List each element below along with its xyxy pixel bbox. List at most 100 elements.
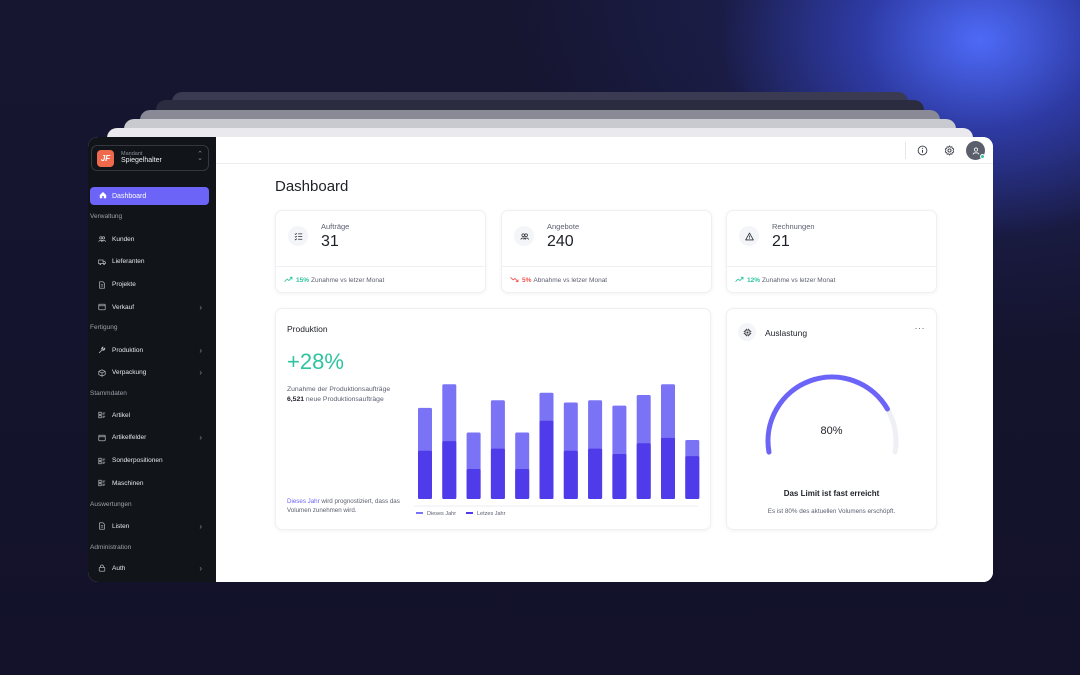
stat-trend: 15% Zunahme vs letzer Monat (284, 276, 384, 285)
bar-last-year (539, 420, 554, 499)
sidebar-item-artikel[interactable]: Artikel (98, 408, 202, 422)
bar-last-year (612, 453, 627, 499)
bar-last-year (636, 443, 651, 499)
stat-trend: 12% Zunahme vs letzer Monat (735, 276, 835, 285)
production-title: Produktion (287, 324, 328, 334)
sidebar-item-label: Verpackung (112, 369, 147, 377)
warning-icon (739, 226, 759, 246)
production-bar-chart: Dieses Jahr Letzes Jahr (414, 384, 700, 517)
lock-icon (98, 564, 106, 572)
chevron-right-icon: › (199, 368, 202, 378)
sidebar-item-artikelfelder[interactable]: Artikelfelder › (98, 431, 202, 445)
sidebar-item-verkauf[interactable]: Verkauf › (98, 300, 202, 314)
stat-card-aufträge: Aufträge 31 15% Zunahme vs letzer Monat (275, 210, 486, 293)
production-percentage: +28% (287, 349, 344, 374)
home-icon (99, 191, 107, 201)
tenant-label: Mandant (121, 150, 143, 157)
more-options-icon[interactable]: ··· (914, 323, 925, 333)
utilization-card: Auslastung ··· 80% Das Limit ist fast er… (726, 308, 937, 530)
stat-card-angebote: Angebote 240 5% Abnahme vs letzer Monat (501, 210, 712, 293)
trend-percentage: 12% (747, 277, 761, 284)
chevron-right-icon: › (199, 563, 202, 573)
truck-icon (98, 258, 106, 266)
bar-last-year (466, 468, 481, 499)
trend-percentage: 5% (522, 277, 532, 284)
sidebar-item-auth[interactable]: Auth › (98, 561, 202, 575)
cpu-icon (738, 323, 756, 341)
online-status-dot (980, 154, 985, 159)
divider (276, 266, 485, 267)
sidebar-section-title: Fertigung (90, 324, 118, 331)
sidebar-item-kunden[interactable]: Kunden (98, 232, 202, 246)
sidebar-item-listen[interactable]: Listen › (98, 519, 202, 533)
gear-icon[interactable] (943, 144, 955, 156)
sidebar-item-label: Kunden (112, 235, 135, 243)
trend-text: Abnahme vs letzer Monat (533, 277, 608, 284)
topbar (216, 137, 993, 164)
sidebar-section-title: Administration (90, 544, 132, 551)
sidebar-item-label: Projekte (112, 281, 136, 289)
window-icon (98, 434, 106, 442)
gauge-value: 80% (820, 425, 843, 437)
divider (502, 266, 711, 267)
sidebar-item-produktion[interactable]: Produktion › (98, 343, 202, 357)
stat-label: Angebote (547, 222, 580, 231)
document-icon (98, 522, 106, 530)
trend-text: Zunahme vs letzer Monat (311, 277, 385, 284)
sidebar-section-title: Auswertungen (90, 501, 132, 508)
tenant-logo: JF (97, 149, 114, 167)
sidebar-item-verpackung[interactable]: Verpackung › (98, 366, 202, 380)
tenant-name: Spiegelhalter (121, 157, 162, 165)
sidebar-item-label: Listen (112, 522, 130, 530)
sidebar-item-label: Lieferanten (112, 258, 145, 266)
trend-up-icon (284, 276, 293, 285)
stat-label: Rechnungen (772, 222, 815, 231)
chevron-right-icon: › (199, 345, 202, 355)
chevron-right-icon: › (199, 521, 202, 531)
stat-value: 240 (547, 233, 574, 250)
tenant-switcher[interactable]: JF Mandant Spiegelhalter ⌃ ⌄ (91, 145, 209, 171)
chevron-right-icon: › (199, 433, 202, 443)
bar-last-year (490, 448, 505, 499)
grid-list-icon (98, 411, 106, 419)
window-icon (98, 303, 106, 311)
sidebar-item-dashboard[interactable]: Dashboard (90, 187, 209, 205)
sidebar-item-maschinen[interactable]: Maschinen (98, 476, 202, 490)
wrench-icon (98, 346, 106, 354)
production-card: Produktion +28% Zunahme der Produktionsa… (275, 308, 711, 530)
sidebar-item-lieferanten[interactable]: Lieferanten (98, 255, 202, 269)
box-icon (98, 369, 106, 377)
sidebar-item-label: Sonderpositionen (112, 457, 163, 465)
utilization-title: Auslastung (765, 328, 808, 338)
stat-value: 21 (772, 233, 790, 250)
info-icon[interactable] (916, 144, 928, 156)
divider (905, 142, 906, 159)
chevron-updown-icon: ⌃ ⌄ (197, 151, 203, 163)
grid-list-icon (98, 479, 106, 487)
utilization-headline: Das Limit ist fast erreicht (783, 489, 880, 498)
sidebar-item-label: Maschinen (112, 479, 144, 487)
utilization-subtext: Es ist 80% des aktuellen Volumens erschö… (767, 508, 896, 515)
grid-list-icon (98, 457, 106, 465)
sidebar-item-label: Artikel (112, 411, 131, 419)
utilization-gauge (765, 374, 899, 455)
stat-label: Aufträge (321, 222, 350, 231)
stat-value: 31 (321, 233, 339, 250)
legend-label: Dieses Jahr (427, 511, 456, 517)
gauge-track (765, 374, 899, 455)
sidebar-item-projekte[interactable]: Projekte (98, 278, 202, 292)
gauge-fill (765, 374, 890, 455)
sidebar-item-sonderpositionen[interactable]: Sonderpositionen (98, 454, 202, 468)
bar-last-year (442, 441, 457, 499)
checklist-icon (288, 226, 308, 246)
divider (727, 266, 936, 267)
sidebar-section-title: Verwaltung (90, 213, 123, 220)
sidebar-item-label: Auth (112, 564, 126, 572)
users-icon (514, 226, 534, 246)
bar-last-year (588, 448, 603, 499)
trend-up-icon (735, 276, 744, 285)
page-title: Dashboard (275, 178, 349, 195)
production-description: Zunahme der Produktionsaufträge 6,521 ne… (287, 386, 391, 404)
bar-last-year (515, 468, 530, 499)
sidebar-section-title: Stammdaten (90, 390, 127, 397)
